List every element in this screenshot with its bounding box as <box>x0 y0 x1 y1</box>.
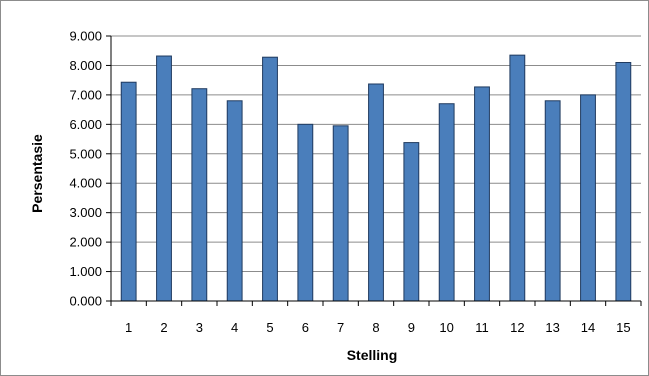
bar-9 <box>403 142 420 302</box>
x-tick-label: 14 <box>581 320 595 335</box>
y-tick-label: 8.000 <box>69 58 102 73</box>
y-tick-label: 9.000 <box>69 29 102 44</box>
bar-4 <box>226 100 243 302</box>
y-axis-title: Persentasie <box>29 134 45 213</box>
x-tick-label: 2 <box>160 320 167 335</box>
bar-1 <box>120 81 137 302</box>
bar-7 <box>332 125 349 302</box>
y-tick-label: 3.000 <box>69 205 102 220</box>
x-tick-label: 8 <box>372 320 379 335</box>
y-tick-label: 2.000 <box>69 235 102 250</box>
bar-11 <box>474 86 490 302</box>
bars <box>120 54 632 302</box>
x-tick-label: 4 <box>231 320 238 335</box>
bar-3 <box>191 88 208 302</box>
bar-13 <box>544 100 561 302</box>
bar-8 <box>368 83 384 302</box>
bar-6 <box>297 123 314 302</box>
x-tick-label: 3 <box>196 320 203 335</box>
bar-15 <box>615 62 632 302</box>
bar-14 <box>580 94 596 302</box>
x-tick-label: 13 <box>545 320 559 335</box>
y-tick-label: 1.000 <box>69 264 102 279</box>
y-tick-label: 0.000 <box>69 294 102 309</box>
bar-12 <box>509 54 526 302</box>
y-tick-label: 5.000 <box>69 146 102 161</box>
bar-5 <box>262 56 278 302</box>
x-tick-label: 6 <box>302 320 309 335</box>
x-tick-label: 12 <box>510 320 524 335</box>
x-tick-label: 5 <box>266 320 273 335</box>
y-tick-label: 4.000 <box>69 176 102 191</box>
axes <box>110 36 641 302</box>
y-tick-label: 7.000 <box>69 87 102 102</box>
x-tick-label: 10 <box>439 320 453 335</box>
x-tick-label: 11 <box>475 320 489 335</box>
bar-2 <box>156 55 172 302</box>
y-tick-label: 6.000 <box>69 117 102 132</box>
x-axis-title: Stelling <box>347 347 398 363</box>
x-tick-label: 15 <box>616 320 630 335</box>
x-tick-labels: 1 2 3 4 5 6 7 8 9 10 11 12 13 14 15 <box>110 301 642 335</box>
x-tick-label: 1 <box>125 320 132 335</box>
bar-10 <box>438 103 455 302</box>
x-tick-label: 9 <box>408 320 415 335</box>
x-tick-label: 7 <box>337 320 344 335</box>
y-tick-labels: 0.000 1.000 2.000 3.000 4.000 5.000 6.000 7.000… <box>69 29 111 309</box>
